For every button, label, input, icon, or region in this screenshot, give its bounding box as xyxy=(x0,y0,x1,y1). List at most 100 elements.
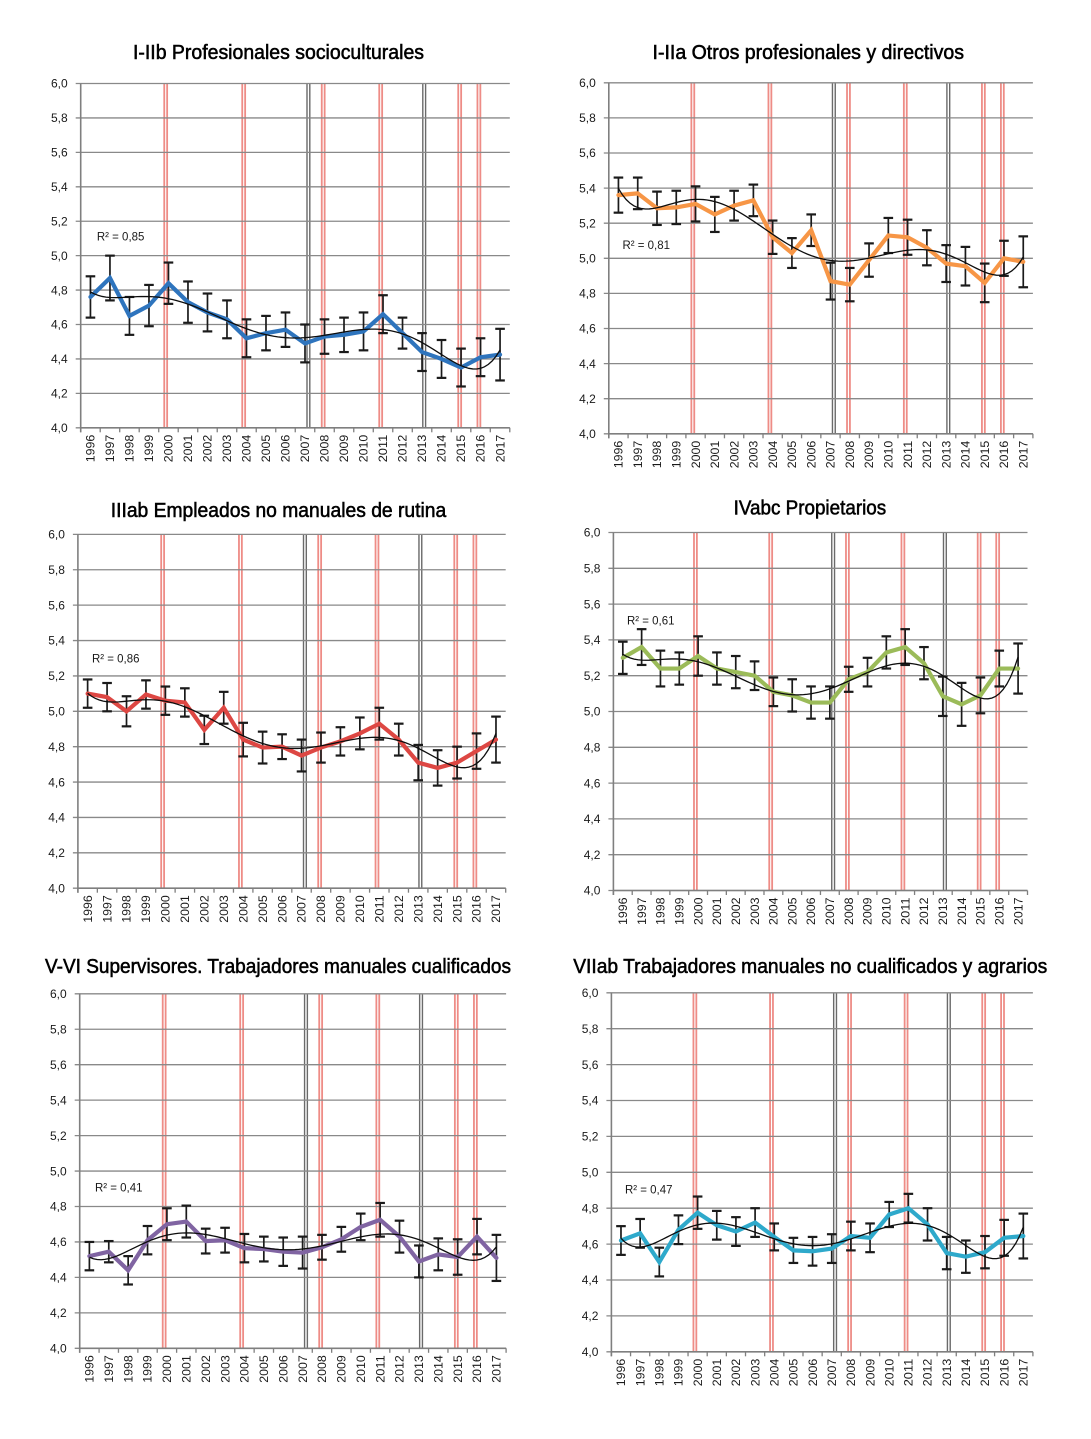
svg-text:2015: 2015 xyxy=(974,897,988,925)
svg-text:4,0: 4,0 xyxy=(584,884,601,898)
svg-text:5,2: 5,2 xyxy=(48,669,65,683)
svg-text:2010: 2010 xyxy=(354,1355,368,1383)
svg-text:6,0: 6,0 xyxy=(579,76,596,90)
svg-text:1998: 1998 xyxy=(120,895,134,923)
svg-text:2008: 2008 xyxy=(314,895,328,923)
svg-text:2011: 2011 xyxy=(901,440,915,468)
svg-text:V-VI Supervisores. Trabajadore: V-VI Supervisores. Trabajadores manuales… xyxy=(45,955,511,978)
svg-text:5,8: 5,8 xyxy=(579,111,596,125)
svg-text:1998: 1998 xyxy=(653,1358,667,1386)
svg-text:2003: 2003 xyxy=(747,440,761,468)
svg-text:5,6: 5,6 xyxy=(48,598,65,612)
svg-text:4,8: 4,8 xyxy=(584,741,601,755)
svg-text:2015: 2015 xyxy=(451,1355,465,1383)
svg-text:2010: 2010 xyxy=(882,1358,896,1386)
svg-text:2002: 2002 xyxy=(201,434,215,462)
svg-text:1996: 1996 xyxy=(83,1355,97,1383)
svg-text:2000: 2000 xyxy=(691,897,705,925)
svg-text:VIIab Trabajadores manuales no: VIIab Trabajadores manuales no cualifica… xyxy=(573,955,1047,978)
svg-text:2007: 2007 xyxy=(824,440,838,468)
svg-text:1999: 1999 xyxy=(141,1355,155,1383)
svg-text:R² = 0,81: R² = 0,81 xyxy=(623,238,671,252)
svg-text:2002: 2002 xyxy=(727,440,741,468)
svg-text:1996: 1996 xyxy=(612,440,626,468)
svg-text:2006: 2006 xyxy=(275,895,289,923)
svg-text:2003: 2003 xyxy=(748,897,762,925)
svg-text:2008: 2008 xyxy=(318,434,332,462)
svg-text:2009: 2009 xyxy=(334,895,348,923)
svg-text:1998: 1998 xyxy=(650,440,664,468)
svg-text:2006: 2006 xyxy=(279,434,293,462)
svg-text:1999: 1999 xyxy=(672,897,686,925)
svg-text:4,6: 4,6 xyxy=(48,775,65,789)
svg-text:2001: 2001 xyxy=(708,440,722,468)
svg-text:6,0: 6,0 xyxy=(50,987,67,1001)
svg-text:1996: 1996 xyxy=(81,895,95,923)
svg-text:2013: 2013 xyxy=(939,440,953,468)
svg-text:4,2: 4,2 xyxy=(48,846,65,860)
svg-text:2013: 2013 xyxy=(412,1355,426,1383)
svg-text:1999: 1999 xyxy=(142,434,156,462)
svg-text:1997: 1997 xyxy=(103,434,117,462)
svg-text:2014: 2014 xyxy=(431,1355,445,1383)
svg-text:R² = 0,85: R² = 0,85 xyxy=(97,230,145,244)
svg-text:4,2: 4,2 xyxy=(51,387,68,401)
svg-text:2003: 2003 xyxy=(220,434,234,462)
svg-text:4,0: 4,0 xyxy=(51,421,68,435)
svg-text:2016: 2016 xyxy=(470,1355,484,1383)
svg-text:2015: 2015 xyxy=(978,440,992,468)
svg-text:4,6: 4,6 xyxy=(579,322,596,336)
svg-text:2005: 2005 xyxy=(257,1355,271,1383)
svg-text:2015: 2015 xyxy=(450,895,464,923)
svg-text:2004: 2004 xyxy=(766,440,780,468)
svg-text:2000: 2000 xyxy=(160,1355,174,1383)
svg-text:2009: 2009 xyxy=(862,440,876,468)
svg-text:4,8: 4,8 xyxy=(579,287,596,301)
svg-text:2016: 2016 xyxy=(997,440,1011,468)
svg-text:2007: 2007 xyxy=(296,1355,310,1383)
svg-text:2011: 2011 xyxy=(902,1358,916,1386)
svg-text:2015: 2015 xyxy=(454,434,468,462)
svg-text:2000: 2000 xyxy=(162,434,176,462)
svg-text:2007: 2007 xyxy=(825,1358,839,1386)
svg-text:I-IIa Otros profesionales y di: I-IIa Otros profesionales y directivos xyxy=(653,41,965,64)
svg-text:2015: 2015 xyxy=(978,1358,992,1386)
svg-text:5,4: 5,4 xyxy=(48,634,65,648)
svg-text:4,6: 4,6 xyxy=(51,318,68,332)
svg-text:4,8: 4,8 xyxy=(51,283,68,297)
svg-text:4,4: 4,4 xyxy=(582,1273,599,1287)
svg-text:5,4: 5,4 xyxy=(50,1093,67,1107)
svg-text:4,4: 4,4 xyxy=(584,812,601,826)
svg-text:1996: 1996 xyxy=(614,1358,628,1386)
svg-text:5,4: 5,4 xyxy=(582,1094,599,1108)
svg-text:2011: 2011 xyxy=(898,897,912,925)
svg-text:R² = 0,41: R² = 0,41 xyxy=(95,1181,143,1195)
svg-text:6,0: 6,0 xyxy=(584,526,601,540)
svg-text:2017: 2017 xyxy=(1011,897,1025,925)
svg-text:4,4: 4,4 xyxy=(51,352,68,366)
svg-text:2008: 2008 xyxy=(315,1355,329,1383)
svg-text:1998: 1998 xyxy=(123,434,137,462)
svg-text:1997: 1997 xyxy=(100,895,114,923)
svg-text:2006: 2006 xyxy=(804,440,818,468)
svg-text:2010: 2010 xyxy=(882,440,896,468)
svg-text:5,0: 5,0 xyxy=(579,252,596,266)
svg-text:2011: 2011 xyxy=(373,1355,387,1383)
svg-text:5,2: 5,2 xyxy=(582,1130,599,1144)
svg-text:2000: 2000 xyxy=(159,895,173,923)
svg-text:2004: 2004 xyxy=(767,1358,781,1386)
svg-text:1997: 1997 xyxy=(635,897,649,925)
svg-text:5,6: 5,6 xyxy=(50,1058,67,1072)
svg-text:2013: 2013 xyxy=(415,434,429,462)
svg-text:2004: 2004 xyxy=(236,895,250,923)
svg-text:4,8: 4,8 xyxy=(582,1201,599,1215)
svg-text:5,4: 5,4 xyxy=(584,633,601,647)
svg-text:5,2: 5,2 xyxy=(50,1129,67,1143)
svg-text:R² = 0,47: R² = 0,47 xyxy=(625,1183,673,1197)
svg-text:5,6: 5,6 xyxy=(582,1058,599,1072)
svg-text:4,0: 4,0 xyxy=(48,881,65,895)
svg-text:2010: 2010 xyxy=(357,434,371,462)
svg-text:2016: 2016 xyxy=(997,1358,1011,1386)
svg-text:1999: 1999 xyxy=(139,895,153,923)
svg-text:IVabc Propietarios: IVabc Propietarios xyxy=(734,497,887,520)
